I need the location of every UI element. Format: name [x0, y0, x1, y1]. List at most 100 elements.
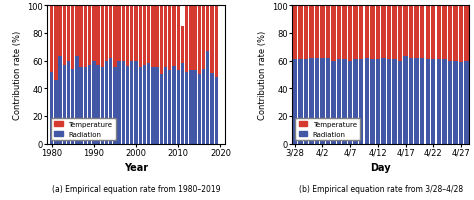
Bar [193, 6, 197, 71]
Bar [370, 60, 374, 144]
X-axis label: Day: Day [370, 163, 391, 173]
Bar [160, 6, 163, 75]
Bar [359, 6, 364, 60]
Bar [437, 60, 441, 144]
Bar [309, 6, 314, 58]
X-axis label: Year: Year [124, 163, 148, 173]
Bar [398, 61, 402, 144]
Bar [376, 60, 380, 144]
Bar [63, 6, 66, 65]
Bar [442, 60, 447, 144]
Title: (a) Empirical equation rate from 1980–2019: (a) Empirical equation rate from 1980–20… [52, 184, 220, 193]
Bar [426, 60, 430, 144]
Bar [109, 58, 112, 144]
Bar [176, 6, 180, 71]
Bar [122, 61, 125, 144]
Bar [118, 6, 121, 61]
Bar [215, 78, 218, 144]
Bar [75, 6, 79, 57]
Bar [50, 6, 53, 72]
Bar [453, 61, 457, 144]
Bar [331, 6, 336, 61]
Bar [189, 6, 192, 71]
Bar [88, 6, 91, 65]
Bar [155, 6, 159, 68]
Bar [50, 72, 53, 144]
Bar [398, 6, 402, 61]
Bar [459, 6, 463, 63]
Bar [365, 58, 369, 144]
Bar [409, 6, 413, 58]
Bar [431, 6, 436, 60]
Y-axis label: Contribution rate (%): Contribution rate (%) [13, 31, 22, 119]
Bar [304, 60, 308, 144]
Bar [151, 68, 155, 144]
Bar [96, 65, 100, 144]
Bar [173, 6, 176, 67]
Bar [88, 65, 91, 144]
Bar [126, 67, 129, 144]
Bar [185, 72, 188, 144]
Bar [464, 6, 469, 61]
Bar [189, 71, 192, 144]
Bar [414, 6, 419, 58]
Bar [63, 65, 66, 144]
Bar [113, 68, 117, 144]
Bar [164, 68, 167, 144]
Bar [447, 61, 452, 144]
Bar [80, 6, 83, 68]
Bar [453, 6, 457, 61]
Bar [370, 6, 374, 60]
Bar [337, 60, 341, 144]
Bar [54, 81, 57, 144]
Bar [342, 6, 347, 60]
Bar [84, 6, 87, 68]
Bar [130, 61, 134, 144]
Bar [67, 6, 70, 61]
Bar [381, 58, 386, 144]
Bar [292, 60, 297, 144]
Bar [320, 6, 325, 58]
Bar [58, 57, 62, 144]
Bar [164, 6, 167, 68]
Bar [155, 68, 159, 144]
Bar [392, 60, 397, 144]
Bar [168, 6, 172, 71]
Bar [138, 6, 142, 68]
Bar [143, 65, 146, 144]
Bar [403, 6, 408, 57]
Bar [176, 71, 180, 144]
Bar [80, 68, 83, 144]
Bar [376, 6, 380, 60]
Bar [437, 6, 441, 60]
Bar [92, 61, 96, 144]
Bar [331, 61, 336, 144]
Bar [337, 6, 341, 60]
Bar [298, 6, 302, 60]
Bar [84, 68, 87, 144]
Bar [326, 6, 330, 58]
Bar [315, 58, 319, 144]
Bar [130, 6, 134, 61]
Bar [206, 6, 210, 52]
Title: (b) Empirical equation rate from 3/28–4/28: (b) Empirical equation rate from 3/28–4/… [299, 184, 463, 193]
Bar [392, 6, 397, 60]
Bar [181, 64, 184, 144]
Bar [403, 57, 408, 144]
Bar [387, 6, 391, 60]
Bar [342, 60, 347, 144]
Y-axis label: Contribution rate (%): Contribution rate (%) [257, 31, 266, 119]
Bar [96, 6, 100, 65]
Bar [113, 6, 117, 68]
Bar [206, 52, 210, 144]
Bar [58, 6, 62, 57]
Bar [198, 0, 201, 75]
Bar [365, 6, 369, 58]
Bar [292, 6, 297, 60]
Bar [193, 71, 197, 144]
Bar [118, 61, 121, 144]
Bar [109, 6, 112, 58]
Bar [354, 60, 358, 144]
Bar [202, 6, 205, 69]
Legend: Temperature, Radiation: Temperature, Radiation [295, 118, 360, 141]
